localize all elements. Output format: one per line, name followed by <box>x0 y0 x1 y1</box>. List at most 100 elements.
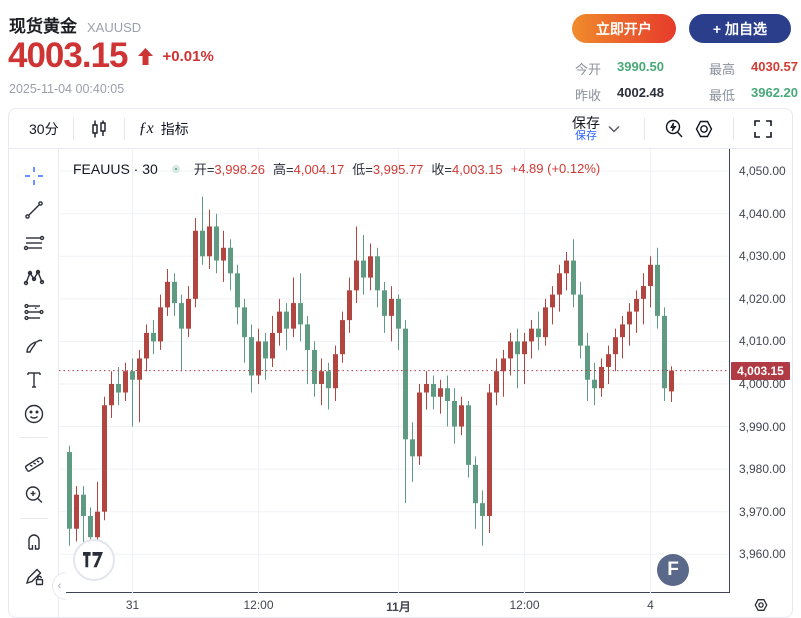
candle-body <box>445 388 450 402</box>
tools-divider <box>19 437 48 438</box>
candle-body <box>200 230 205 257</box>
candle-body <box>123 371 128 393</box>
candle-body <box>403 328 408 440</box>
candle-body <box>74 494 79 529</box>
price-tick-label: 3,960.00 <box>739 547 786 562</box>
candle-body <box>480 503 485 516</box>
fib-retracement-tool[interactable] <box>17 227 51 261</box>
save-button[interactable]: 保存 保存 <box>572 114 600 142</box>
price-tick-label: 4,020.00 <box>739 291 786 306</box>
emoji-tool[interactable] <box>17 397 51 431</box>
chevron-down-icon[interactable] <box>608 125 620 133</box>
add-watchlist-button[interactable]: + 加自选 <box>688 14 791 43</box>
xabcd-pattern-tool[interactable] <box>17 261 51 295</box>
price-row: 4003.15 +0.01% <box>8 36 214 76</box>
candle-body <box>529 328 534 342</box>
long-position-tool[interactable] <box>17 295 51 329</box>
chart-style-button[interactable] <box>88 118 110 140</box>
candle-body <box>228 247 233 274</box>
tradingview-logo[interactable] <box>73 539 115 581</box>
lock-drawing-tool[interactable] <box>17 559 51 593</box>
settings-gear-icon[interactable] <box>689 115 719 143</box>
candle-body <box>158 307 163 342</box>
indicators-button[interactable]: ƒx 指标 <box>138 119 189 137</box>
candle-body <box>641 286 646 299</box>
candle-body <box>333 354 338 389</box>
candle-body <box>410 439 415 457</box>
time-tick-label: 11月 <box>386 600 411 614</box>
candle-body <box>543 307 548 338</box>
stat-low: 最低 3962.20 <box>709 85 798 103</box>
candle-body <box>585 345 590 380</box>
candle-body <box>130 371 135 380</box>
candle-body <box>536 328 541 338</box>
candle-body <box>606 354 611 367</box>
quote-stats: 今开 3990.50 最高 4030.57 昨收 4002.48 最低 3962… <box>575 59 801 104</box>
candle-body <box>144 332 149 359</box>
candle-body <box>515 341 520 355</box>
zoom-in-tool[interactable] <box>17 478 51 512</box>
candle-body <box>473 464 478 504</box>
instrument-title: 现货黄金 <box>9 17 77 36</box>
candle-body <box>291 303 296 329</box>
instrument-symbol: XAUUSD <box>87 20 142 35</box>
legend-change: +4.89 (+0.12%) <box>510 161 601 176</box>
save-tooltip: 保存 <box>575 129 597 142</box>
candle-body <box>277 311 282 333</box>
last-price: 4003.15 <box>8 36 129 75</box>
axis-gear-icon <box>754 599 767 611</box>
fullscreen-icon[interactable] <box>748 115 778 143</box>
candle-body <box>669 370 674 392</box>
quick-search-icon[interactable] <box>659 115 689 143</box>
text-tool[interactable] <box>17 363 51 397</box>
candle-body <box>305 324 310 350</box>
candlestick-chart[interactable] <box>59 149 729 593</box>
candle-body <box>634 298 639 312</box>
chart-legend: FEAUUS · 30 开=3,998.26 高=4,004.17 低=3,99… <box>73 160 601 178</box>
candle-body <box>256 341 261 376</box>
price-tick-label: 4,000.00 <box>739 376 786 391</box>
candle-body <box>221 247 226 261</box>
ruler-tool[interactable] <box>17 444 51 478</box>
open-account-button[interactable]: 立即开户 <box>571 14 676 43</box>
candle-body <box>193 230 198 299</box>
candle-body <box>452 401 457 427</box>
brush-tool[interactable] <box>17 329 51 363</box>
magnet-tool[interactable] <box>17 525 51 559</box>
price-tick-label: 4,050.00 <box>739 164 786 179</box>
candle-body <box>270 332 275 359</box>
candle-body <box>319 371 324 384</box>
crosshair-tool[interactable] <box>17 159 51 193</box>
candle-body <box>508 341 513 359</box>
candle-body <box>368 256 373 278</box>
candle-body <box>522 341 527 355</box>
candle-body <box>284 311 289 329</box>
status-dot <box>171 164 180 173</box>
chart-toolbar: 30分 ƒx 指标 保存 保存 <box>9 109 792 149</box>
price-axis[interactable]: 4,003.15 4,050.00 4,040.00 4,030.00 4,020.0… <box>729 149 792 593</box>
candle-body <box>431 383 436 397</box>
legend-symbol: FEAUUS · 30 <box>73 160 158 177</box>
interval-button[interactable]: 30分 <box>29 120 59 137</box>
candle-body <box>487 392 492 516</box>
candle-body <box>501 358 506 372</box>
candle-body <box>214 226 219 261</box>
chart-plot[interactable]: FEAUUS · 30 开=3,998.26 高=4,004.17 低=3,99… <box>59 149 729 593</box>
candle-body <box>235 273 240 308</box>
fx-icon: ƒx <box>138 119 154 137</box>
candle-body <box>249 337 254 376</box>
drawing-toolbar <box>9 149 59 617</box>
time-axis[interactable]: 31 12:00 11月 12:00 4 <box>59 593 729 617</box>
price-tick-label: 3,980.00 <box>739 462 786 477</box>
candle-body <box>137 358 142 380</box>
axis-settings-corner[interactable] <box>729 593 792 617</box>
candle-body <box>263 341 268 359</box>
trend-line-tool[interactable] <box>17 193 51 227</box>
candle-body <box>627 311 632 325</box>
candle-body <box>312 349 317 384</box>
candle-body <box>438 388 443 397</box>
candle-body <box>347 290 352 321</box>
candle-body <box>186 298 191 329</box>
collapse-arrow-icon: ‹ <box>57 580 62 592</box>
